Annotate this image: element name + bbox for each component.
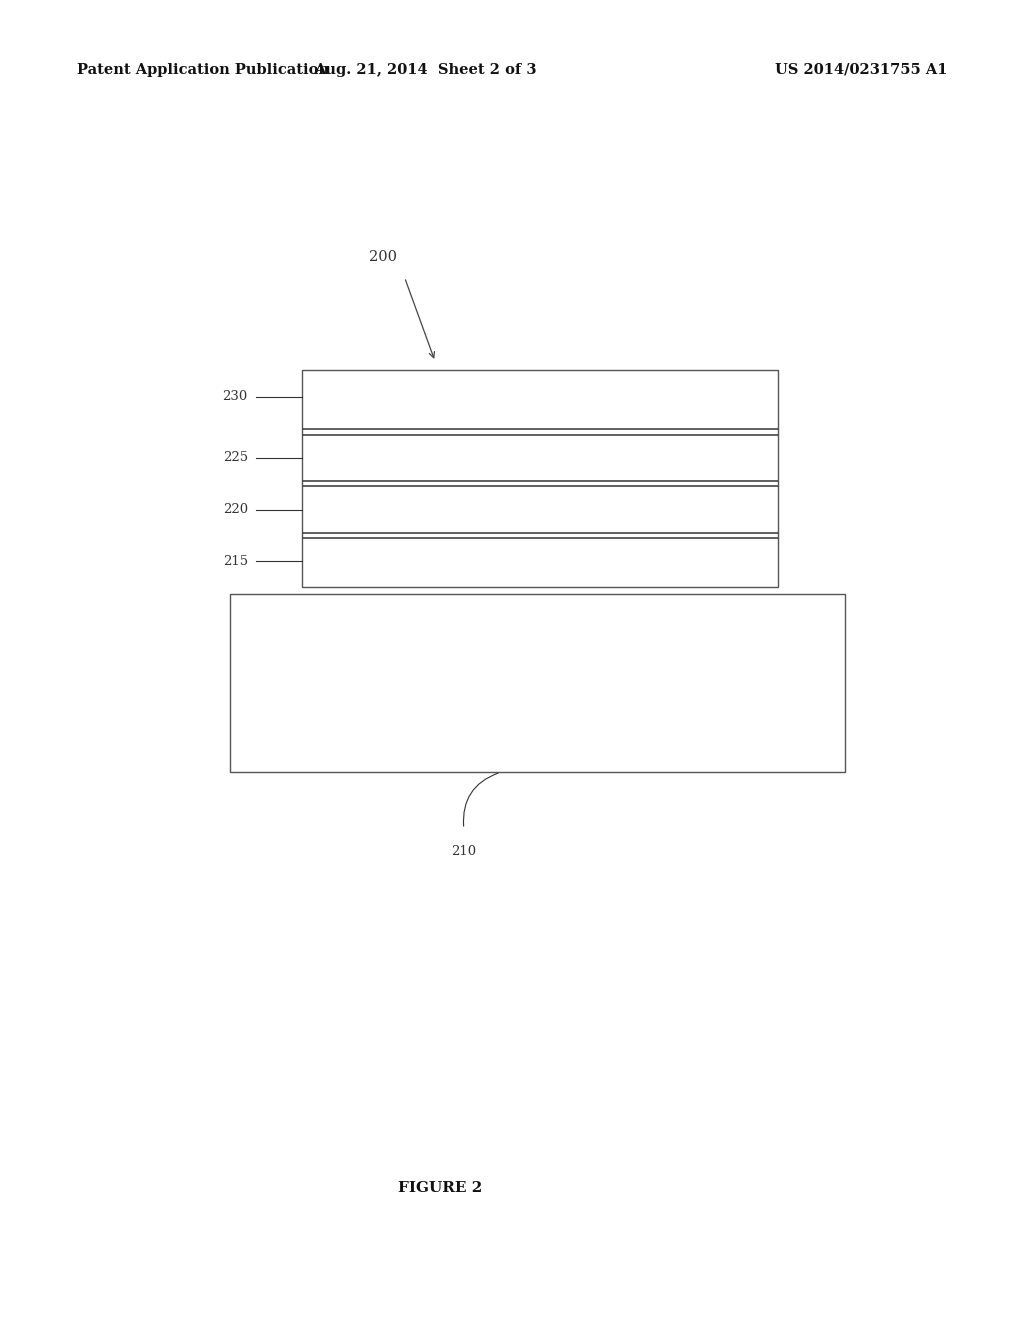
Text: 200: 200	[369, 249, 396, 264]
Text: 215: 215	[222, 554, 248, 568]
Text: US 2014/0231755 A1: US 2014/0231755 A1	[775, 63, 947, 77]
Bar	[230, 594, 845, 772]
Text: Aug. 21, 2014  Sheet 2 of 3: Aug. 21, 2014 Sheet 2 of 3	[313, 63, 537, 77]
Bar	[302, 370, 778, 587]
Text: FIGURE 2: FIGURE 2	[398, 1181, 482, 1195]
Text: 225: 225	[222, 451, 248, 465]
Text: 220: 220	[222, 503, 248, 516]
Text: 210: 210	[452, 845, 476, 858]
Text: 230: 230	[222, 391, 248, 403]
Text: Patent Application Publication: Patent Application Publication	[77, 63, 329, 77]
